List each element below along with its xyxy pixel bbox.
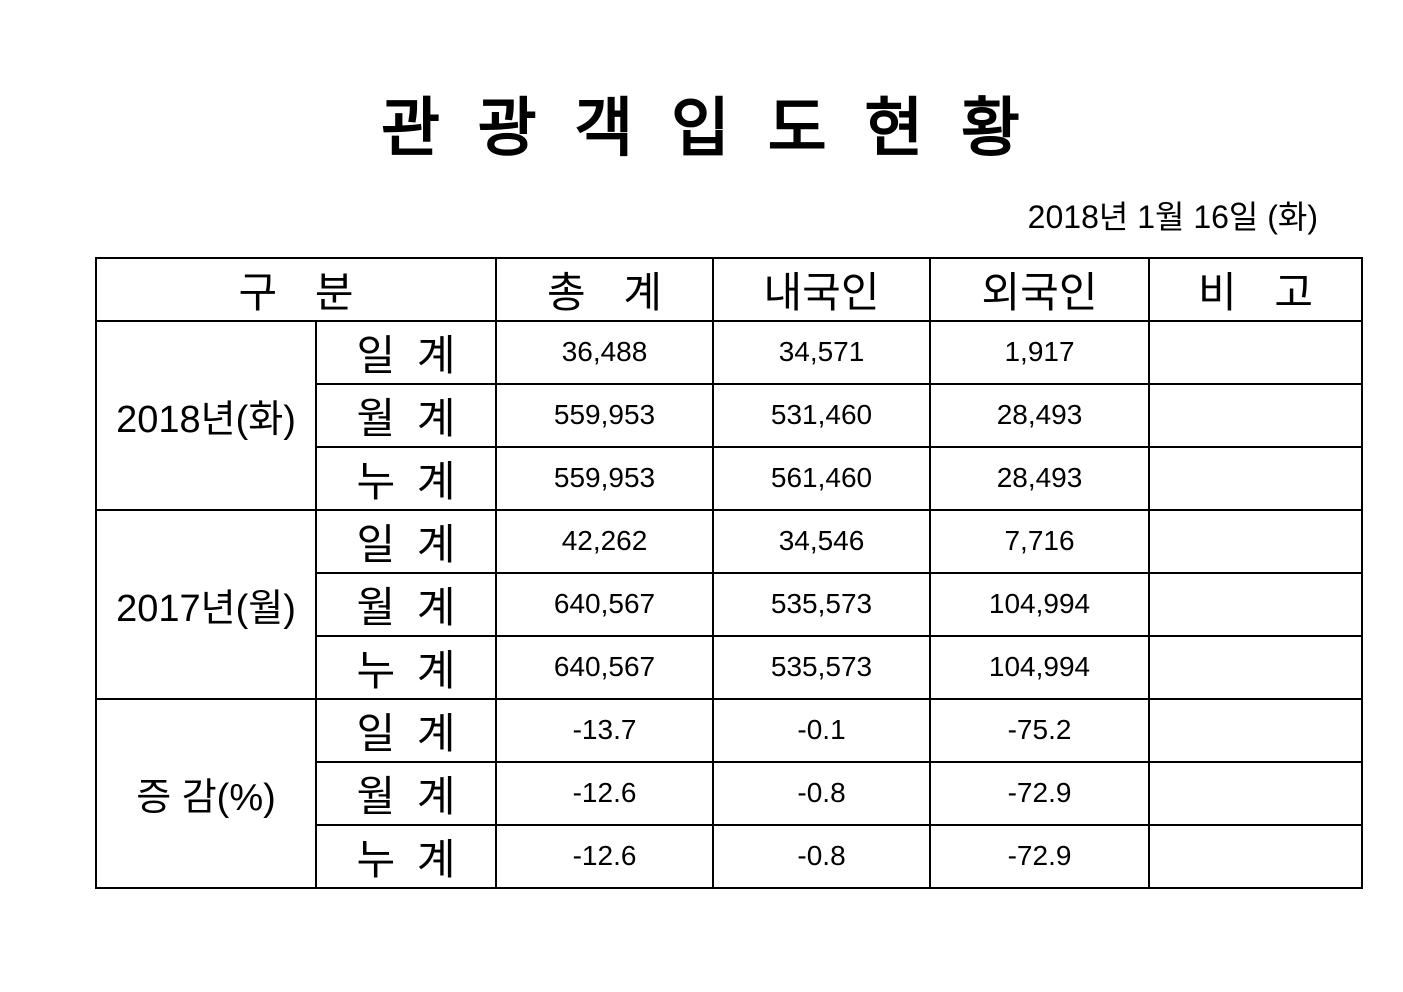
report-date: 2018년 1월 16일 (화) bbox=[1027, 198, 1318, 235]
tourist-arrival-table: 구 분 총 계 내국인 외국인 비 고 2018년(화) 일 계 36,488 … bbox=[94, 256, 1364, 889]
total-value: 559,953 bbox=[495, 445, 715, 511]
note-value bbox=[1148, 508, 1364, 574]
header-domestic: 내국인 bbox=[712, 256, 932, 322]
header-row: 구 분 총 계 내국인 외국인 비 고 bbox=[94, 256, 1364, 322]
table-row: 2017년(월) 일 계 42,262 34,546 7,716 bbox=[95, 508, 1364, 700]
row-label: 누 계 bbox=[314, 445, 498, 511]
row-label: 월 계 bbox=[314, 382, 498, 448]
table-row: 누 계 -12.6 -0.8 -72.9 bbox=[96, 823, 1364, 889]
foreign-value: -72.9 bbox=[929, 823, 1151, 889]
domestic-value: -0.1 bbox=[712, 697, 932, 763]
domestic-value: -0.8 bbox=[712, 823, 932, 889]
note-value bbox=[1148, 634, 1364, 700]
foreign-value: 28,493 bbox=[929, 382, 1151, 448]
total-value: -12.6 bbox=[495, 823, 715, 889]
note-value bbox=[1148, 571, 1364, 637]
note-value bbox=[1148, 382, 1364, 448]
foreign-value: 104,994 bbox=[929, 634, 1151, 700]
header-category: 구 분 bbox=[94, 256, 498, 322]
note-value bbox=[1148, 760, 1364, 826]
row-label: 월 계 bbox=[314, 571, 498, 637]
table-row: 누 계 640,567 535,573 104,994 bbox=[96, 634, 1364, 700]
row-label: 일 계 bbox=[314, 508, 498, 574]
foreign-value: -75.2 bbox=[929, 697, 1151, 763]
total-value: -12.6 bbox=[495, 760, 715, 826]
total-value: 36,488 bbox=[495, 319, 715, 385]
row-label: 일 계 bbox=[314, 319, 498, 385]
group-label-change: 증 감(%) bbox=[95, 697, 317, 889]
note-value bbox=[1148, 697, 1364, 763]
row-label: 누 계 bbox=[314, 634, 498, 700]
header-foreign: 외국인 bbox=[929, 256, 1151, 322]
domestic-value: 34,571 bbox=[712, 319, 932, 385]
total-value: 559,953 bbox=[495, 382, 715, 448]
domestic-value: 535,573 bbox=[712, 634, 932, 700]
domestic-value: 531,460 bbox=[712, 382, 932, 448]
note-value bbox=[1148, 445, 1364, 511]
table-row: 월 계 559,953 531,460 28,493 bbox=[96, 382, 1364, 448]
row-label: 월 계 bbox=[314, 760, 498, 826]
domestic-value: 561,460 bbox=[712, 445, 932, 511]
total-value: 640,567 bbox=[495, 571, 715, 637]
group-label-2017: 2017년(월) bbox=[95, 508, 317, 700]
foreign-value: 1,917 bbox=[929, 319, 1151, 385]
foreign-value: -72.9 bbox=[929, 760, 1151, 826]
note-value bbox=[1148, 319, 1364, 385]
domestic-value: -0.8 bbox=[712, 760, 932, 826]
domestic-value: 535,573 bbox=[712, 571, 932, 637]
header-note: 비 고 bbox=[1148, 256, 1364, 322]
table-row: 월 계 -12.6 -0.8 -72.9 bbox=[96, 760, 1364, 826]
foreign-value: 104,994 bbox=[929, 571, 1151, 637]
total-value: 640,567 bbox=[495, 634, 715, 700]
domestic-value: 34,546 bbox=[712, 508, 932, 574]
total-value: 42,262 bbox=[495, 508, 715, 574]
table-row: 누 계 559,953 561,460 28,493 bbox=[96, 445, 1364, 511]
table-body: 2018년(화) 일 계 36,488 34,571 1,917 월 계 559… bbox=[95, 319, 1364, 889]
row-label: 일 계 bbox=[314, 697, 498, 763]
foreign-value: 28,493 bbox=[929, 445, 1151, 511]
total-value: -13.7 bbox=[495, 697, 715, 763]
table-row: 증 감(%) 일 계 -13.7 -0.1 -75.2 bbox=[95, 697, 1364, 889]
foreign-value: 7,716 bbox=[929, 508, 1151, 574]
header-total: 총 계 bbox=[495, 256, 715, 322]
table-row: 2018년(화) 일 계 36,488 34,571 1,917 bbox=[95, 319, 1364, 511]
group-label-2018: 2018년(화) bbox=[95, 319, 317, 511]
note-value bbox=[1148, 823, 1364, 889]
page-title: 관 광 객 입 도 현 황 bbox=[381, 92, 1022, 164]
table-row: 월 계 640,567 535,573 104,994 bbox=[96, 571, 1364, 637]
row-label: 누 계 bbox=[314, 823, 498, 889]
table-header: 구 분 총 계 내국인 외국인 비 고 bbox=[94, 256, 1364, 322]
